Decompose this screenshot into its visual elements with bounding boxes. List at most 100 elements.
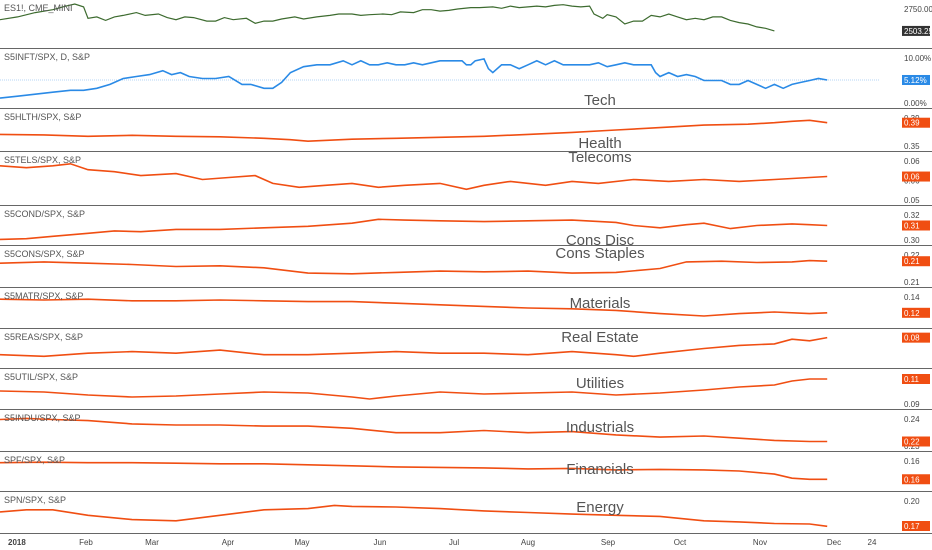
- symbol-label: S5COND/SPX, S&P: [4, 209, 85, 219]
- month-label: Aug: [521, 538, 535, 547]
- tick-label: 0.24: [904, 415, 920, 424]
- sector-caption: Telecoms: [568, 149, 631, 166]
- panel-energy[interactable]: SPN/SPX, S&P Energy 0.20 0.17: [0, 495, 930, 531]
- symbol-label: S5MATR/SPX, S&P: [4, 291, 83, 301]
- tick-label: 2750.00: [904, 5, 932, 14]
- last-value-badge: [902, 74, 930, 85]
- series-line-real_estate: [0, 336, 828, 358]
- last-value-badge: [902, 332, 930, 343]
- sector-caption: Materials: [570, 295, 631, 312]
- tick-label: 0.22: [904, 251, 920, 260]
- x-axis: 2018 Feb Mar Apr May Jun Jul Aug Sep Oct Nov Dec 24: [8, 538, 877, 547]
- last-value-label: 2503.25: [904, 27, 932, 36]
- last-value-badge: [902, 521, 930, 531]
- series-line-materials: [0, 298, 828, 317]
- last-value-label: 0.11: [904, 375, 920, 384]
- tick-label: 0.09: [904, 400, 920, 409]
- symbol-label: S5TELS/SPX, S&P: [4, 155, 81, 165]
- sector-caption: Cons Staples: [555, 245, 644, 262]
- series-line-es: [0, 3, 775, 32]
- tick-label: 0.14: [904, 293, 920, 302]
- last-value-label: 0.31: [904, 222, 920, 231]
- month-label: 24: [868, 538, 877, 547]
- sector-caption: Cons Disc: [566, 232, 635, 249]
- panel-tech[interactable]: S5INFT/SPX, D, S&PTech10.00%5.12%0.00%5.…: [0, 52, 931, 109]
- last-value-label: 5.12%: [904, 76, 927, 85]
- sector-caption: Health: [578, 135, 621, 152]
- last-value-label: 0.22: [904, 438, 920, 447]
- last-value-badge: [902, 171, 930, 182]
- tick-label: 0.35: [904, 142, 920, 151]
- last-value-badge: [902, 307, 930, 318]
- series-line-tech: [0, 57, 828, 99]
- series-line-health: [0, 119, 828, 143]
- last-value-label: 0.16: [904, 475, 920, 484]
- last-value-badge: [902, 474, 930, 485]
- tick-label: 0.06: [904, 157, 920, 166]
- panel-cons_disc[interactable]: S5COND/SPX, S&P Cons Disc 0.32 0.30 0.31: [0, 209, 930, 249]
- month-label: May: [294, 538, 309, 547]
- sector-caption: Industrials: [566, 419, 634, 436]
- symbol-label: S5INDU/SPX, S&P: [4, 413, 81, 423]
- last-value-badge: [902, 374, 930, 384]
- symbol-label: S5HLTH/SPX, S&P: [4, 112, 81, 122]
- month-label: Nov: [753, 538, 767, 547]
- last-value-label: 0.21: [904, 257, 920, 266]
- symbol-label: S5INFT/SPX, D, S&P: [4, 52, 90, 62]
- tick-label: 10.00%: [904, 54, 931, 63]
- series-line-financials: [0, 461, 828, 481]
- month-label: Dec: [827, 538, 841, 547]
- month-label: Jun: [374, 538, 387, 547]
- sector-caption: Financials: [566, 461, 634, 478]
- series-line-energy: [0, 504, 828, 528]
- symbol-label: S5UTIL/SPX, S&P: [4, 372, 78, 382]
- month-label: 2018: [8, 538, 26, 547]
- tick-label: 0.05: [904, 196, 920, 205]
- tick-label: 0.00%: [904, 99, 927, 108]
- last-value-badge: [902, 436, 930, 447]
- symbol-label: S5REAS/SPX, S&P: [4, 332, 83, 342]
- tick-label: 0.20: [904, 497, 920, 506]
- series-line-industrials: [0, 417, 828, 443]
- last-value-badge: [902, 220, 930, 231]
- sector-caption: Utilities: [576, 375, 624, 392]
- month-label: Sep: [601, 538, 616, 547]
- tick-label: 0.32: [904, 211, 920, 220]
- tick-label: 0.21: [904, 278, 920, 287]
- last-value-badge: [902, 256, 930, 267]
- month-label: Feb: [79, 538, 93, 547]
- symbol-label: S5CONS/SPX, S&P: [4, 249, 85, 259]
- series-line-telecoms: [0, 162, 828, 191]
- panel-es[interactable]: ES1!, CME_MINI 2750.00 2503.25: [0, 3, 932, 36]
- last-value-label: 0.08: [904, 334, 920, 343]
- series-line-utilities: [0, 378, 828, 400]
- last-value-label: 0.17: [904, 522, 920, 531]
- last-value-label: 0.12: [904, 309, 920, 318]
- last-value-badge: [902, 25, 930, 36]
- month-label: Mar: [145, 538, 159, 547]
- sector-caption: Real Estate: [561, 329, 639, 346]
- panel-materials[interactable]: S5MATR/SPX, S&P Materials 0.14 0.12: [0, 291, 930, 318]
- series-line-cons_disc: [0, 218, 828, 241]
- sector-caption: Tech: [584, 92, 616, 109]
- tick-label: 0.16: [904, 457, 920, 466]
- panel-cons_staples[interactable]: S5CONS/SPX, S&P Cons Staples 0.220.210.21: [0, 245, 930, 287]
- month-label: Apr: [222, 538, 235, 547]
- last-value-label: 0.39: [904, 119, 920, 128]
- symbol-label: SPF/SPX, S&P: [4, 455, 65, 465]
- symbol-label: ES1!, CME_MINI: [4, 3, 73, 13]
- last-value-label: 0.06: [904, 173, 920, 182]
- sector-caption: Energy: [576, 499, 624, 516]
- tick-label: 0.30: [904, 236, 920, 245]
- month-label: Oct: [674, 538, 687, 547]
- symbol-label: SPN/SPX, S&P: [4, 495, 66, 505]
- panel-financials[interactable]: SPF/SPX, S&P Financials 0.16 0.16: [0, 455, 930, 485]
- last-value-badge: [902, 117, 930, 128]
